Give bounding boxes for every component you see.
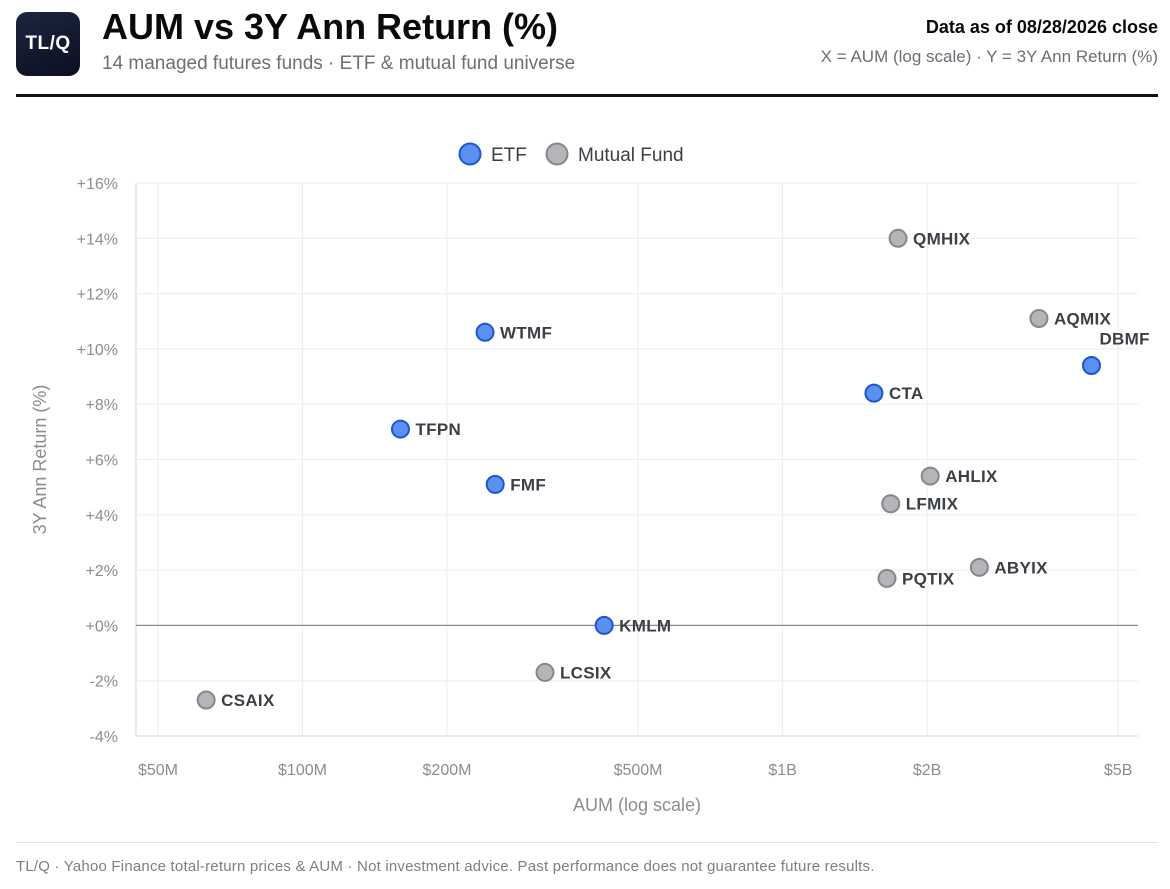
data-label-qmhix: QMHIX: [913, 229, 971, 248]
x-tick-label: $100M: [278, 762, 327, 779]
data-point-csaix: [196, 690, 216, 710]
x-tick-label: $50M: [138, 762, 178, 779]
data-as-of: Data as of 08/28/2026 close: [925, 17, 1158, 37]
data-point-fmf: [485, 474, 505, 494]
y-tick-label: +16%: [77, 176, 118, 193]
data-point-qmhix: [888, 228, 908, 248]
legend-etf-marker: [458, 142, 482, 166]
data-point-wtmf: [475, 322, 495, 342]
data-label-csaix: CSAIX: [221, 691, 275, 710]
data-label-aqmix: AQMIX: [1054, 309, 1112, 328]
data-label-lfmix: LFMIX: [906, 495, 959, 514]
x-axis-title: AUM (log scale): [573, 795, 701, 815]
data-point-lfmix: [881, 494, 901, 514]
data-point-pqtix: [877, 568, 897, 588]
y-tick-label: +14%: [77, 231, 118, 248]
y-tick-label: +6%: [86, 453, 118, 470]
data-point-lcsix: [535, 662, 555, 682]
logo-text: TL/Q: [25, 33, 71, 54]
header: TL/Q AUM vs 3Y Ann Return (%) 14 managed…: [0, 0, 1170, 97]
data-point-kmlm: [594, 615, 614, 635]
y-tick-label: +0%: [86, 618, 118, 635]
data-point-tfpn: [390, 419, 410, 439]
x-tick-label: $2B: [913, 762, 941, 779]
data-label-tfpn: TFPN: [415, 420, 461, 439]
data-label-dbmf: DBMF: [1099, 329, 1149, 348]
brand-logo: TL/Q: [16, 12, 80, 76]
footer-disclaimer: TL/Q · Yahoo Finance total-return prices…: [16, 858, 875, 875]
header-divider: [16, 94, 1158, 97]
y-tick-label: +10%: [77, 342, 118, 359]
legend-etf-label: ETF: [491, 145, 527, 166]
page-subtitle: 14 managed futures funds · ETF & mutual …: [102, 53, 576, 74]
data-point-aqmix: [1029, 308, 1049, 328]
y-tick-label: +2%: [86, 563, 118, 580]
data-point-ahlix: [920, 466, 940, 486]
data-label-cta: CTA: [889, 384, 924, 403]
y-tick-label: +12%: [77, 287, 118, 304]
page-title: AUM vs 3Y Ann Return (%): [102, 6, 559, 47]
data-label-ahlix: AHLIX: [945, 467, 998, 486]
data-label-lcsix: LCSIX: [560, 663, 612, 682]
legend-mutual-fund-marker: [545, 142, 569, 166]
x-tick-label: $5B: [1104, 762, 1132, 779]
x-tick-label: $200M: [423, 762, 472, 779]
y-tick-label: -4%: [90, 729, 118, 746]
y-axis-title: 3Y Ann Return (%): [30, 385, 50, 535]
y-tick-label: -2%: [90, 674, 118, 691]
x-tick-label: $500M: [614, 762, 663, 779]
legend-mutual-fund-label: Mutual Fund: [578, 145, 684, 166]
data-label-wtmf: WTMF: [500, 323, 552, 342]
y-tick-label: +8%: [86, 397, 118, 414]
data-point-dbmf: [1081, 355, 1101, 375]
x-tick-label: $1B: [768, 762, 796, 779]
footer-divider: [16, 842, 1158, 843]
data-label-kmlm: KMLM: [619, 616, 671, 635]
data-point-abyix: [969, 557, 989, 577]
data-label-abyix: ABYIX: [994, 558, 1048, 577]
y-tick-label: +4%: [86, 508, 118, 525]
data-label-fmf: FMF: [510, 475, 546, 494]
data-label-pqtix: PQTIX: [902, 569, 955, 588]
scatter-chart: +16% +14% +12% +10% +8% +6% +4% +2% +0% -2% -4% $50…: [30, 142, 1149, 815]
axis-note: X = AUM (log scale) · Y = 3Y Ann Return …: [820, 47, 1158, 66]
data-point-cta: [864, 383, 884, 403]
